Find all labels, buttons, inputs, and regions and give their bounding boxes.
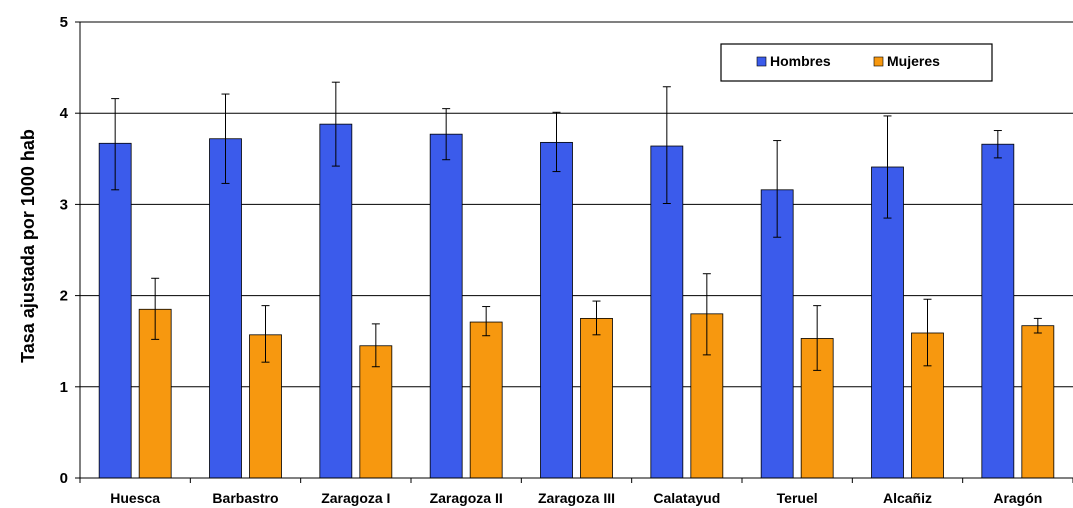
bars bbox=[98, 123, 1055, 479]
gridlines bbox=[80, 21, 1073, 388]
bar-mujeres-zaragoza-ii bbox=[469, 321, 503, 479]
y-tick-label: 5 bbox=[60, 14, 68, 31]
bar-hombres-zaragoza-iii bbox=[540, 141, 573, 479]
y-tick-label: 4 bbox=[60, 105, 69, 122]
x-label-teruel: Teruel bbox=[777, 490, 818, 506]
bar-hombres-huesca bbox=[98, 142, 132, 479]
y-tick-label: 0 bbox=[60, 470, 68, 487]
error-bars bbox=[111, 81, 1042, 371]
y-axis-title: Tasa ajustada por 1000 hab bbox=[18, 129, 38, 363]
x-label-zaragoza-iii: Zaragoza III bbox=[538, 490, 615, 506]
y-tick-label: 1 bbox=[60, 379, 68, 396]
x-label-aragon: Aragón bbox=[993, 490, 1042, 506]
bar-mujeres-zaragoza-iii bbox=[580, 317, 613, 479]
bar-mujeres-aragon bbox=[1021, 325, 1055, 479]
legend-label-hombres: Hombres bbox=[770, 53, 831, 69]
y-tick-label: 3 bbox=[60, 196, 68, 213]
legend: Hombres Mujeres bbox=[720, 43, 993, 82]
x-label-zaragoza-i: Zaragoza I bbox=[321, 490, 390, 506]
x-category-labels: Huesca Barbastro Zaragoza I Zaragoza II Zara… bbox=[110, 490, 1042, 506]
bar-hombres-zaragoza-ii bbox=[429, 133, 463, 479]
axes bbox=[75, 21, 1073, 483]
x-label-huesca: Huesca bbox=[110, 490, 160, 506]
legend-label-mujeres: Mujeres bbox=[887, 53, 940, 69]
x-label-zaragoza-ii: Zaragoza II bbox=[430, 490, 503, 506]
x-label-calatayud: Calatayud bbox=[653, 490, 720, 506]
x-label-alcaniz: Alcañiz bbox=[883, 490, 932, 506]
legend-swatch-hombres bbox=[756, 56, 767, 67]
legend-swatch-mujeres bbox=[873, 56, 884, 67]
bar-hombres-zaragoza-i bbox=[319, 123, 353, 479]
y-tick-labels: 0 1 2 3 4 5 bbox=[60, 14, 69, 487]
y-tick-label: 2 bbox=[60, 288, 68, 305]
bar-hombres-barbastro bbox=[209, 138, 242, 479]
x-label-barbastro: Barbastro bbox=[212, 490, 278, 506]
bar-hombres-aragon bbox=[981, 143, 1015, 479]
